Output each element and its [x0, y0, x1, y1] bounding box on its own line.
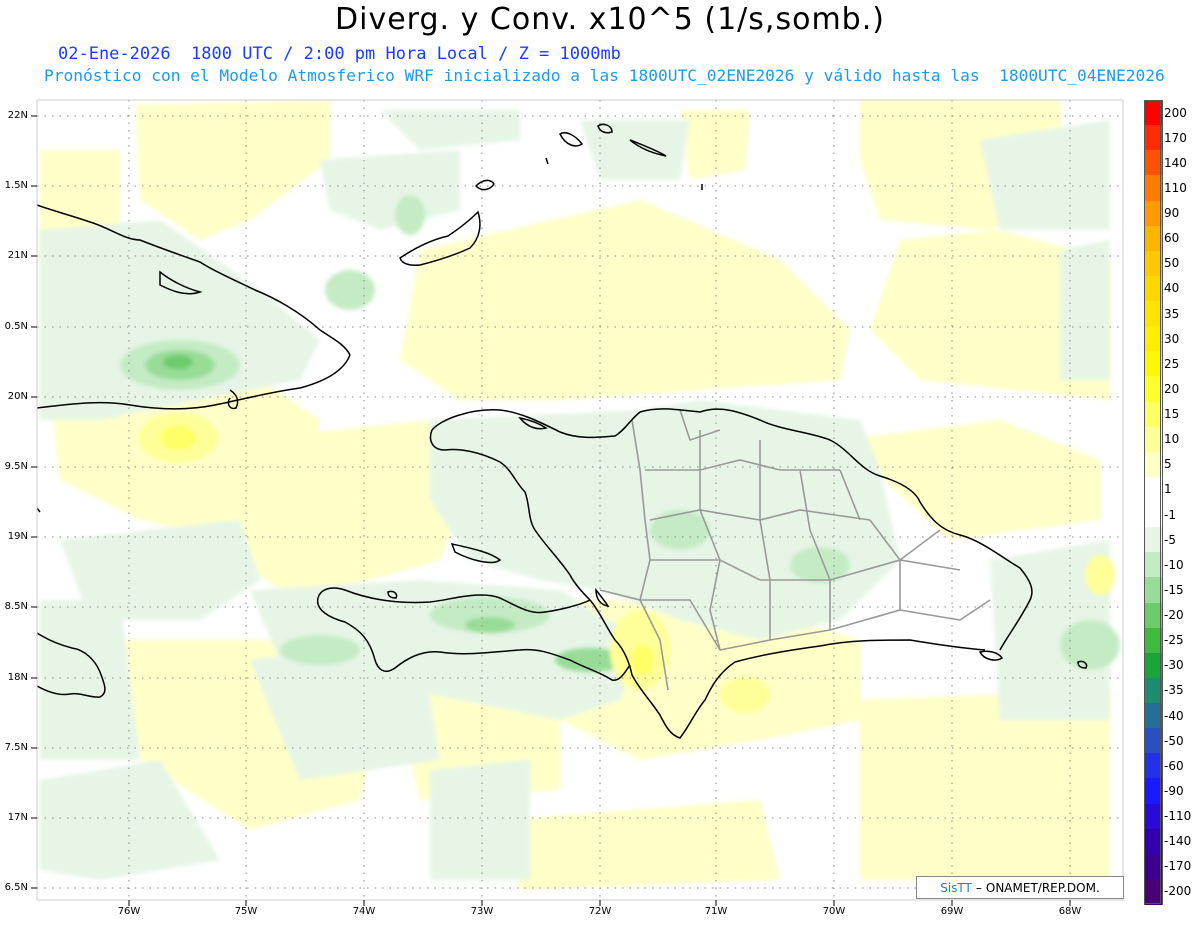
- colorbar-label: -140: [1164, 834, 1192, 849]
- colorbar-label: -20: [1164, 608, 1184, 623]
- colorbar-label: -50: [1164, 733, 1184, 748]
- lon-label-70w: 70W: [822, 906, 846, 917]
- colorbar-label: 35: [1164, 306, 1180, 321]
- lat-label-20-5n: 0.5N: [4, 321, 28, 332]
- colorbar-label: 1: [1164, 482, 1172, 497]
- sistt-logo: SisTT: [940, 880, 972, 895]
- lon-label-69w: 69W: [940, 906, 964, 917]
- lon-label-68w: 68W: [1058, 906, 1082, 917]
- colorbar-label: 30: [1164, 331, 1180, 346]
- lat-label-17-5n: 7.5N: [4, 742, 28, 753]
- colorbar-label: 10: [1164, 432, 1180, 447]
- lon-label-75w: 75W: [234, 906, 258, 917]
- lon-label-72w: 72W: [588, 906, 612, 917]
- lat-label-19-5n: 9.5N: [4, 461, 28, 472]
- lat-label-21n: 21N: [7, 250, 28, 261]
- province-borders: [599, 409, 991, 691]
- lon-label-71w: 71W: [704, 906, 728, 917]
- colorbar-label: -200: [1164, 884, 1192, 899]
- colorbar-label: 50: [1164, 256, 1180, 271]
- colorbar-label: 170: [1164, 130, 1187, 145]
- lon-label-74w: 74W: [352, 906, 376, 917]
- colorbar-label: -110: [1164, 809, 1192, 824]
- credit-box: SisTT – ONAMET/REP.DOM.: [916, 876, 1124, 899]
- lat-label-20n: 20N: [7, 391, 28, 402]
- colorbar-label: -10: [1164, 557, 1184, 572]
- colorbar-label: -60: [1164, 758, 1184, 773]
- valid-time-subtitle: 02-Ene-2026 1800 UTC / 2:00 pm Hora Loca…: [58, 44, 621, 64]
- colorbar-label: -40: [1164, 708, 1184, 723]
- colorbar-label: 15: [1164, 407, 1180, 422]
- colorbar-label: 60: [1164, 231, 1180, 246]
- colorbar-label: 140: [1164, 155, 1187, 170]
- coastlines: [37, 123, 1088, 739]
- colorbar-label: 40: [1164, 281, 1180, 296]
- lat-label-21-5n: 1.5N: [4, 180, 28, 191]
- colorbar-label: 5: [1164, 457, 1172, 472]
- axis-ticks: [31, 115, 1071, 906]
- lat-label-18-5n: 8.5N: [4, 601, 28, 612]
- lon-label-73w: 73W: [470, 906, 494, 917]
- colorbar-label: 25: [1164, 356, 1180, 371]
- credit-org: ONAMET/REP.DOM.: [985, 880, 1100, 895]
- plot-frame: [36, 99, 1124, 901]
- colorbar-label: -35: [1164, 683, 1184, 698]
- colorbar-label: -25: [1164, 633, 1184, 648]
- colorbar-frame: [1144, 100, 1161, 904]
- colorbar-label: -90: [1164, 783, 1184, 798]
- map-title: Diverg. y Conv. x10^5 (1/s,somb.): [335, 2, 885, 37]
- lon-label-76w: 76W: [117, 906, 141, 917]
- colorbar-label: -1: [1164, 507, 1176, 522]
- model-run-subtitle: Pronóstico con el Modelo Atmosferico WRF…: [44, 66, 1165, 85]
- colorbar-label: -15: [1164, 582, 1184, 597]
- colorbar-label: 90: [1164, 206, 1180, 221]
- lat-label-16-5n: 6.5N: [4, 882, 28, 893]
- credit-dash: –: [975, 880, 982, 895]
- colorbar-label: 20: [1164, 381, 1180, 396]
- colorbar-label: -30: [1164, 658, 1184, 673]
- lat-label-18n: 18N: [7, 672, 28, 683]
- colorbar-label: -5: [1164, 532, 1176, 547]
- lat-label-22n: 22N: [7, 110, 28, 121]
- colorbar-label: 110: [1164, 180, 1187, 195]
- colorbar-label: -170: [1164, 859, 1192, 874]
- lat-label-17n: 17N: [7, 812, 28, 823]
- lat-label-19n: 19N: [7, 531, 28, 542]
- colorbar-label: 200: [1164, 105, 1187, 120]
- graticule: [37, 100, 1123, 900]
